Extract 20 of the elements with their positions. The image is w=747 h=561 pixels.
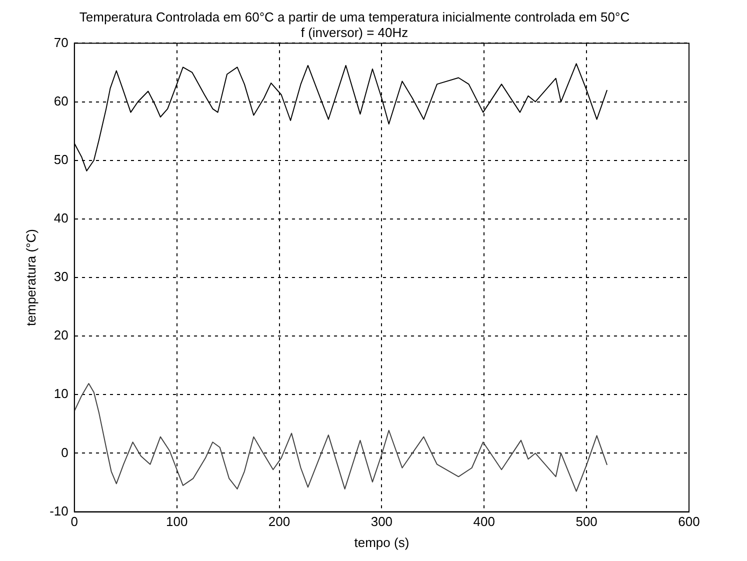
x-tick-label: 300 (370, 514, 393, 530)
x-tick-label: 600 (678, 514, 700, 530)
y-tick-label: 30 (54, 269, 68, 284)
x-tick-label: 200 (268, 514, 290, 530)
x-tick-label: 400 (473, 514, 495, 530)
y-tick-label: 70 (54, 34, 68, 50)
x-axis-title: tempo (s) (354, 534, 410, 550)
y-tick-label: 20 (54, 328, 68, 343)
y-tick-label: 40 (54, 210, 68, 226)
x-tick-label: 500 (576, 514, 598, 530)
y-tick-label: 0 (61, 444, 68, 460)
x-tick-label: 100 (166, 514, 188, 530)
x-tick-label: 0 (70, 514, 78, 530)
y-tick-label: 60 (54, 93, 68, 108)
y-axis-title: temperatura (°C) (23, 229, 38, 326)
y-tick-label: -10 (50, 503, 68, 518)
y-tick-label: 50 (54, 152, 68, 167)
chart-subtitle: f (inversor) = 40Hz (300, 24, 408, 40)
chart-title: Temperatura Controlada em 60°C a partir de uma temperatura inicialmente controlada em 50°C (79, 9, 630, 24)
y-tick-label: 10 (54, 386, 68, 402)
